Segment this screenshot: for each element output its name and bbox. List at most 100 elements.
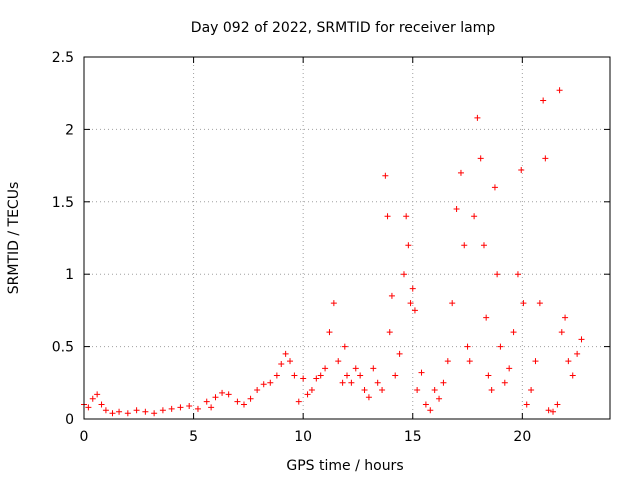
x-tick-label: 15 bbox=[404, 429, 422, 445]
data-point bbox=[186, 402, 193, 409]
ticks: 0 5 10 15 20 0 0.5 1 1.5 2 2.5 bbox=[52, 50, 610, 445]
data-point bbox=[477, 155, 484, 162]
data-point bbox=[300, 375, 307, 382]
data-point bbox=[578, 336, 585, 343]
data-point bbox=[483, 314, 490, 321]
chart-title: Day 092 of 2022, SRMTID for receiver lam… bbox=[191, 20, 496, 36]
data-point bbox=[523, 401, 530, 408]
data-point bbox=[225, 391, 232, 398]
data-point bbox=[85, 404, 92, 411]
data-point bbox=[400, 271, 407, 278]
data-point bbox=[466, 358, 473, 365]
x-tick-label: 5 bbox=[189, 429, 198, 445]
data-point bbox=[565, 358, 572, 365]
data-point bbox=[569, 372, 576, 379]
data-point bbox=[427, 407, 434, 414]
data-point bbox=[109, 410, 116, 417]
data-point bbox=[384, 213, 391, 220]
data-point bbox=[374, 379, 381, 386]
data-point bbox=[352, 365, 359, 372]
data-point bbox=[528, 387, 535, 394]
data-point bbox=[177, 404, 184, 411]
data-point bbox=[407, 300, 414, 307]
data-point bbox=[464, 343, 471, 350]
data-point bbox=[474, 114, 481, 121]
data-point bbox=[449, 300, 456, 307]
x-tick-label: 0 bbox=[80, 429, 89, 445]
data-point bbox=[556, 87, 563, 94]
data-point bbox=[260, 381, 267, 388]
data-point bbox=[386, 329, 393, 336]
data-point bbox=[444, 358, 451, 365]
y-tick-label: 2 bbox=[65, 122, 74, 138]
data-point bbox=[392, 372, 399, 379]
data-point bbox=[405, 242, 412, 249]
data-point bbox=[212, 394, 219, 401]
data-point bbox=[554, 401, 561, 408]
data-point bbox=[506, 365, 513, 372]
data-point bbox=[89, 395, 96, 402]
data-point bbox=[240, 401, 247, 408]
data-point bbox=[382, 172, 389, 179]
data-point bbox=[520, 300, 527, 307]
data-point bbox=[480, 242, 487, 249]
data-point bbox=[124, 410, 131, 417]
data-point bbox=[396, 350, 403, 357]
data-point bbox=[335, 358, 342, 365]
data-point bbox=[295, 398, 302, 405]
x-axis-label: GPS time / hours bbox=[286, 458, 403, 474]
data-point bbox=[485, 372, 492, 379]
data-point bbox=[203, 398, 210, 405]
data-point bbox=[457, 169, 464, 176]
data-point bbox=[365, 394, 372, 401]
data-point bbox=[518, 166, 525, 173]
data-point bbox=[267, 379, 274, 386]
data-point bbox=[497, 343, 504, 350]
data-point bbox=[344, 372, 350, 379]
data-point bbox=[453, 206, 460, 213]
data-point bbox=[436, 395, 443, 402]
data-point bbox=[510, 329, 517, 336]
data-point bbox=[379, 387, 386, 394]
data-point bbox=[388, 292, 395, 299]
y-axis-label: SRMTID / TECUs bbox=[6, 182, 22, 295]
data-point bbox=[545, 407, 552, 414]
data-point bbox=[409, 285, 416, 292]
data-point bbox=[461, 242, 468, 249]
data-point bbox=[159, 407, 166, 414]
data-point bbox=[536, 300, 543, 307]
data-point bbox=[370, 365, 377, 372]
data-point bbox=[414, 387, 421, 394]
data-point bbox=[142, 408, 149, 415]
data-point bbox=[418, 369, 425, 376]
data-point bbox=[574, 350, 581, 357]
data-point bbox=[291, 372, 298, 379]
plot-frame bbox=[83, 56, 611, 420]
data-point bbox=[514, 271, 521, 278]
grid bbox=[84, 57, 610, 419]
data-point bbox=[501, 379, 508, 386]
data-point bbox=[431, 387, 438, 394]
data-point bbox=[247, 395, 254, 402]
data-point bbox=[194, 405, 201, 412]
data-point bbox=[278, 360, 285, 367]
data-point bbox=[361, 387, 368, 394]
data-point bbox=[254, 387, 261, 394]
data-point bbox=[168, 405, 175, 412]
data-point bbox=[491, 184, 498, 191]
data-point bbox=[540, 97, 547, 104]
data-point bbox=[550, 408, 557, 415]
data-point bbox=[313, 375, 320, 382]
data-point bbox=[322, 365, 329, 372]
data-point bbox=[208, 404, 215, 411]
data-point bbox=[357, 372, 364, 379]
data-point bbox=[494, 271, 501, 278]
data-point bbox=[532, 358, 539, 365]
data-point bbox=[558, 329, 565, 336]
data-point bbox=[234, 398, 241, 405]
data-point bbox=[348, 379, 355, 386]
data-point bbox=[151, 410, 158, 417]
data-point bbox=[488, 387, 495, 394]
data-point bbox=[542, 155, 549, 162]
